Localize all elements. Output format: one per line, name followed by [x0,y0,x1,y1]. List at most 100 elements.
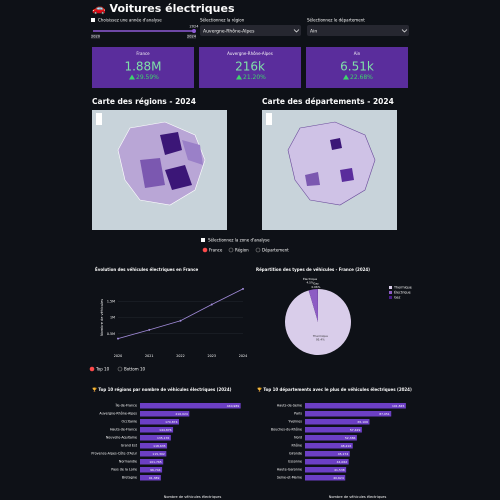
chevron [401,29,408,33]
bar-value-label: 216,024 [175,412,187,416]
legend-label: Gaz [394,296,401,300]
bar[interactable] [305,427,362,433]
point [179,319,182,322]
metric-label: Auvergne-Rhône-Alpes [227,51,273,56]
pie-category: Thermique [312,334,328,338]
checkbox[interactable] [201,238,205,242]
metric-card [306,47,408,88]
bar[interactable] [305,403,406,409]
region-select-value: Auvergne-Rhône-Alpes [203,27,255,34]
delta-arrow [343,74,349,80]
zone-options: France Région Département [202,247,289,253]
radio-label: Département [262,247,289,252]
bar[interactable] [140,419,180,425]
bar[interactable] [140,427,174,433]
bar[interactable] [305,435,357,441]
bar[interactable] [140,459,164,465]
bar[interactable] [305,443,353,449]
bar[interactable] [305,475,346,481]
legend-swatch [389,291,392,294]
slider-min: 2020 [91,35,100,39]
radio[interactable] [89,366,95,372]
bar[interactable] [140,403,241,409]
checkbox[interactable] [91,18,95,22]
x-tick-label: 2023 [208,354,216,358]
bar-value-label: 41,538 [334,468,345,472]
chart-title: Répartition des types de véhicules - Fra… [256,267,370,272]
category-label: Pays de la Loire [111,468,137,472]
pie-slice [308,289,318,322]
chart-title: 🏆 Top 10 départements avec le plus de vé… [257,387,412,392]
slider-max-box [187,34,196,39]
radio[interactable] [228,247,234,253]
category-label: Auvergne-Rhône-Alpes [99,412,137,416]
bar[interactable] [140,411,190,417]
radio-label: Top 10 [95,366,110,371]
slider-value: 2024 [190,25,200,29]
bar[interactable] [305,459,349,465]
x-tick-label: 2022 [176,354,184,358]
x-tick-label: 2020 [114,354,122,358]
metric-card [92,47,194,88]
ranking-options: Top 10 Bottom 10 [89,366,145,372]
bar[interactable] [140,475,161,481]
legend-swatch [389,296,392,299]
region-select[interactable] [200,25,301,36]
metric-value: 6.51k [340,60,374,74]
metric-card [199,47,301,88]
category-label: Gironde [289,452,302,456]
bar[interactable] [305,467,347,473]
radio-label: France [209,247,223,252]
bar-value-label: 115,302 [152,452,164,456]
bar[interactable] [140,467,163,473]
map-title: Carte des départements - 2024 [262,97,394,106]
point [210,303,213,306]
department-select[interactable] [307,25,409,36]
metric-delta: 21.20% [243,74,266,81]
chevron [293,29,300,33]
bar-value-label: 101,845 [392,404,404,408]
y-axis-label: Nombre de véhicules [100,299,104,336]
category-label: Haute-Garonne [277,468,302,472]
chart-title: Évolution des véhicules électriques en F… [95,267,198,272]
metric-label: Ain [354,51,361,56]
radio[interactable] [202,247,208,253]
bar[interactable] [305,411,392,417]
x-tick-label: 2024 [239,354,247,358]
category-label: Bouches-du-Rhône [271,428,302,432]
bar[interactable] [140,435,171,441]
point [117,337,119,340]
bar[interactable] [305,419,370,425]
category-label: Bretagne [122,476,137,480]
metric-value: 216k [235,60,265,74]
department-select-value: Ain [310,28,317,34]
radio[interactable] [255,247,261,253]
bar-value-label: 52,386 [345,436,356,440]
radio-label: Région [235,247,249,252]
map-title: Carte des régions - 2024 [92,97,196,106]
zone-label: Sélectionnez la zone d'analyse [208,238,270,243]
department-map[interactable] [262,110,397,230]
page-title: 🚗 Voitures électriques [92,2,235,15]
slider-max: 2024 [187,35,197,39]
bar-value-label: 135,176 [157,436,169,440]
delta-arrow [236,74,242,80]
bar[interactable] [140,443,168,449]
bar-value-label: 44,062 [337,460,348,464]
delta-arrow [129,74,135,80]
y-tick-label: 0.5M [107,332,115,336]
x-tick-label: 2021 [145,354,153,358]
slider-thumb[interactable] [192,29,196,33]
bar[interactable] [305,451,350,457]
bar[interactable] [140,451,167,457]
legend-label: Électrique [394,290,411,295]
radio[interactable] [117,366,123,372]
checkbox-label: Choisissez une année d'analyse [98,18,162,23]
bar-value-label: 101,765 [149,460,161,464]
region-map[interactable] [92,110,227,230]
bar-value-label: 144,876 [159,428,171,432]
metric-delta: 29.59% [136,74,159,81]
chart-title: 🏆 Top 10 régions par nombre de véhicules… [92,387,232,392]
